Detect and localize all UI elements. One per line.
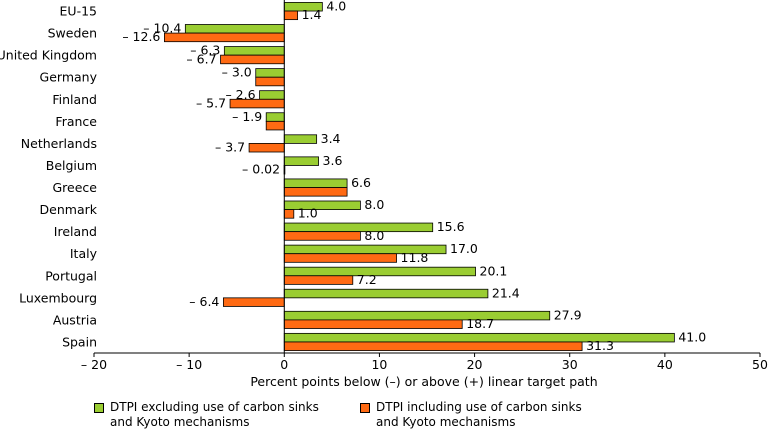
bar-including: [248, 143, 285, 153]
category-label: Sweden: [48, 26, 97, 41]
category-label: Denmark: [40, 202, 98, 217]
bar-excluding: [283, 134, 318, 144]
bar-including: [220, 54, 285, 65]
bar-excluding: [283, 222, 434, 233]
bar-excluding: [265, 112, 285, 122]
data-label: – 3.0: [222, 65, 252, 80]
labels-layer: EU-15 4.0 1.4 Sweden – 10.4– 12.6 United King…: [0, 0, 706, 353]
bar-excluding: [283, 266, 476, 277]
data-label: 15.6: [437, 219, 465, 234]
x-axis-title: Percent points below (–) or above (+) li…: [250, 374, 597, 389]
x-tick-label: 40: [657, 357, 673, 372]
legend-label-excluding: DTPI excluding use of carbon sinks and K…: [110, 400, 319, 429]
category-label: Germany: [40, 70, 98, 85]
data-label: 6.6: [351, 175, 371, 190]
bar-including: [222, 297, 285, 307]
bar-including: [283, 275, 354, 285]
data-label: – 6.4: [189, 294, 219, 309]
category-label: France: [55, 114, 97, 129]
bar-chart: EU-15 4.0 1.4 Sweden – 10.4– 12.6 United King…: [0, 0, 768, 389]
data-label: 18.7: [466, 316, 494, 331]
data-label: – 5.7: [196, 95, 226, 110]
bar-excluding: [283, 288, 489, 299]
category-label: Finland: [52, 92, 97, 107]
data-label: – 10.4: [143, 21, 181, 36]
bar-including: [255, 76, 285, 87]
data-label: 7.2: [357, 272, 377, 287]
bar-excluding: [283, 332, 675, 343]
bar-excluding: [255, 68, 285, 78]
bar-excluding: [283, 156, 319, 166]
x-tick-label: 10: [371, 357, 387, 372]
data-label: 20.1: [480, 263, 508, 278]
legend-label-including: DTPI including use of carbon sinks and K…: [376, 400, 582, 429]
bar-excluding: [184, 24, 285, 34]
data-label: 31.3: [586, 338, 614, 353]
bar-including: [265, 120, 285, 131]
x-tick-label: 50: [752, 357, 768, 372]
bar-including: [283, 10, 299, 21]
category-label: Netherlands: [21, 136, 97, 151]
data-label: 8.0: [364, 197, 384, 212]
data-label: 8.0: [364, 228, 384, 243]
bar-including: [283, 209, 295, 219]
category-label: Belgium: [46, 158, 97, 173]
legend-swatch-green: [94, 403, 104, 413]
x-tick-label: 0: [280, 357, 288, 372]
data-label: 3.4: [321, 131, 341, 146]
data-label: 3.6: [323, 153, 343, 168]
bar-including: [283, 187, 348, 197]
category-label: Portugal: [45, 268, 97, 283]
data-label: – 6.3: [190, 43, 220, 58]
bar-excluding: [283, 310, 551, 321]
data-label: 1.0: [298, 206, 318, 221]
category-label: Luxembourg: [19, 290, 97, 305]
category-label: Italy: [70, 246, 98, 261]
bar-excluding: [283, 200, 361, 210]
bar-including: [283, 231, 361, 241]
bar-including: [164, 32, 285, 43]
bars-layer: [164, 2, 675, 351]
category-label: Austria: [53, 312, 97, 327]
category-label: Greece: [53, 180, 98, 195]
bar-excluding: [283, 178, 348, 188]
bar-including: [283, 341, 583, 351]
data-label: – 1.9: [232, 109, 262, 124]
category-label: EU-15: [60, 4, 97, 19]
category-label: United Kingdom: [0, 48, 97, 63]
data-label: – 12.6: [122, 29, 160, 44]
x-tick-label: – 10: [176, 357, 202, 372]
data-label: – 0.02: [242, 162, 280, 177]
data-label: 21.4: [492, 285, 520, 300]
data-label: – 3.7: [215, 140, 245, 155]
data-label: 17.0: [450, 241, 478, 256]
data-label: 41.0: [678, 329, 706, 344]
category-label: Spain: [62, 334, 97, 349]
data-label: 1.4: [302, 7, 322, 22]
x-axis: – 20 – 10 0 10 20 30 40 50: [81, 0, 768, 372]
data-label: 11.8: [401, 250, 429, 265]
data-label: – 6.7: [186, 51, 216, 66]
x-tick-label: 30: [562, 357, 578, 372]
bar-including: [283, 319, 463, 329]
bar-including: [283, 253, 397, 263]
x-tick-label: 20: [467, 357, 483, 372]
legend-swatch-orange: [360, 403, 370, 413]
category-label: Ireland: [54, 224, 97, 239]
data-label: – 2.6: [225, 87, 255, 102]
bar-excluding: [223, 46, 285, 56]
data-label: 27.9: [554, 307, 582, 322]
x-tick-label: – 20: [81, 357, 107, 372]
bar-excluding: [259, 90, 285, 100]
data-label: 4.0: [326, 0, 346, 14]
